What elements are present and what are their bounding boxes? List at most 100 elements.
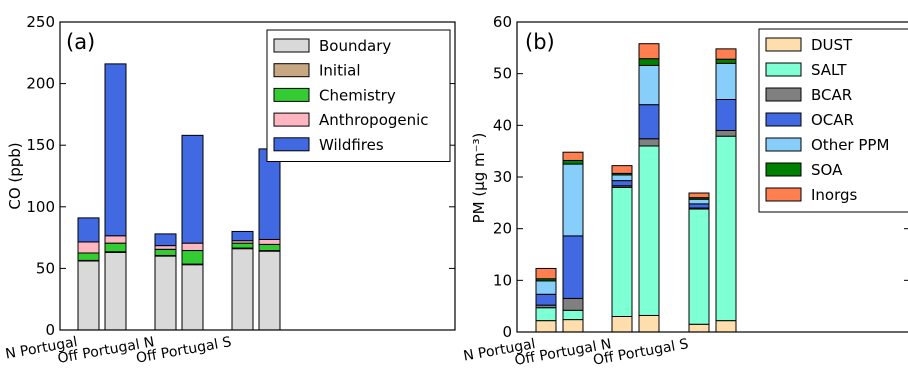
y-tick-label: 50 — [493, 65, 512, 83]
y-tick-label: 150 — [26, 136, 55, 154]
bar-ocar-4 — [638, 104, 660, 140]
bar-dust-1 — [535, 320, 557, 333]
bar-soa-4 — [638, 58, 660, 66]
legend-swatch-other-ppm — [765, 137, 802, 152]
bar-other-ppm-1 — [535, 280, 557, 295]
legend-label-dust: DUST — [811, 36, 853, 54]
bar-chemistry-5 — [231, 242, 254, 249]
y-tick-label: 0 — [502, 323, 512, 341]
y-tick-label: 10 — [493, 271, 512, 289]
bar-inorgs-2 — [562, 151, 584, 161]
bar-chemistry-4 — [181, 250, 204, 265]
bar-boundary-5 — [231, 248, 254, 331]
legend-swatch-dust — [765, 37, 802, 52]
legend-label-chemistry: Chemistry — [319, 86, 396, 104]
legend-swatch-boundary — [273, 38, 310, 53]
bar-chemistry-3 — [154, 248, 177, 256]
legend-swatch-bcar — [765, 87, 802, 102]
bar-ocar-3 — [611, 180, 633, 187]
bar-dust-4 — [638, 314, 660, 333]
legend-label-initial: Initial — [319, 62, 361, 80]
bar-ocar-5 — [688, 203, 710, 209]
bar-soa-6 — [715, 58, 737, 64]
y-axis-label: PM (µg m⁻³) — [470, 133, 488, 224]
y-tick-label: 250 — [26, 13, 55, 31]
legend-label-bcar: BCAR — [811, 86, 852, 104]
bar-salt-1 — [535, 307, 557, 322]
bar-dust-2 — [562, 319, 584, 333]
legend-swatch-initial — [273, 63, 310, 78]
bar-anthropogenic-3 — [154, 245, 177, 250]
legend-swatch-ocar — [765, 112, 802, 127]
bar-other-ppm-5 — [688, 198, 710, 205]
bar-wildfires-1 — [77, 217, 100, 243]
bar-chemistry-2 — [104, 242, 127, 253]
legend-label-anthropogenic: Anthropogenic — [319, 111, 429, 129]
bar-inorgs-3 — [611, 165, 633, 174]
bar-dust-5 — [688, 323, 710, 333]
bar-ocar-2 — [562, 235, 584, 299]
legend-label-wildfires: Wildfires — [319, 136, 384, 154]
y-tick-label: 200 — [26, 75, 55, 93]
legend-swatch-soa — [765, 162, 802, 177]
y-tick-label: 50 — [36, 259, 55, 277]
y-tick-label: 0 — [45, 321, 55, 339]
y-tick-label: 60 — [493, 13, 512, 31]
bar-ocar-6 — [715, 99, 737, 131]
bar-salt-5 — [688, 208, 710, 325]
bar-anthropogenic-6 — [258, 238, 281, 245]
bar-salt-6 — [715, 135, 737, 322]
bar-anthropogenic-2 — [104, 235, 127, 244]
panel-label: (b) — [525, 30, 555, 54]
bar-other-ppm-2 — [562, 163, 584, 237]
bar-inorgs-4 — [638, 43, 660, 60]
bar-boundary-2 — [104, 251, 127, 331]
legend-swatch-wildfires — [273, 137, 310, 152]
bar-inorgs-1 — [535, 267, 557, 280]
bar-salt-2 — [562, 309, 584, 321]
legend-swatch-salt — [765, 62, 802, 77]
bar-ocar-1 — [535, 293, 557, 306]
bar-inorgs-5 — [688, 192, 710, 199]
legend-label-boundary: Boundary — [319, 37, 391, 55]
bar-anthropogenic-4 — [181, 242, 204, 252]
bar-inorgs-6 — [715, 48, 737, 60]
bar-wildfires-4 — [181, 134, 204, 244]
bar-salt-4 — [638, 145, 660, 316]
legend-label-salt: SALT — [811, 61, 847, 79]
bar-bcar-4 — [638, 138, 660, 147]
legend-label-ocar: OCAR — [811, 111, 854, 129]
y-tick-label: 30 — [493, 168, 512, 186]
legend-swatch-inorgs — [765, 187, 802, 202]
bar-chemistry-6 — [258, 243, 281, 252]
bar-dust-6 — [715, 320, 737, 333]
legend-label-soa: SOA — [811, 161, 843, 179]
bar-boundary-1 — [77, 260, 100, 331]
y-tick-label: 100 — [26, 198, 55, 216]
plot-frame — [59, 21, 456, 331]
y-tick-label: 20 — [493, 220, 512, 238]
bar-bcar-6 — [715, 130, 737, 137]
bar-wildfires-5 — [231, 230, 254, 242]
bar-soa-2 — [562, 159, 584, 165]
legend-swatch-chemistry — [273, 87, 310, 102]
bar-chemistry-1 — [77, 252, 100, 261]
legend-swatch-anthropogenic — [273, 112, 310, 127]
bar-wildfires-6 — [258, 148, 281, 240]
bar-other-ppm-4 — [638, 64, 660, 106]
bar-dust-3 — [611, 316, 633, 333]
bar-other-ppm-6 — [715, 62, 737, 100]
bar-boundary-6 — [258, 250, 281, 331]
bar-salt-3 — [611, 186, 633, 317]
bar-wildfires-3 — [154, 233, 177, 247]
panel-label: (a) — [66, 30, 95, 54]
bar-anthropogenic-1 — [77, 241, 100, 254]
bar-other-ppm-3 — [611, 174, 633, 182]
bar-wildfires-2 — [104, 63, 127, 237]
legend-label-other-ppm: Other PPM — [811, 136, 889, 154]
legend-label-inorgs: Inorgs — [811, 186, 858, 204]
bar-bcar-2 — [562, 297, 584, 311]
